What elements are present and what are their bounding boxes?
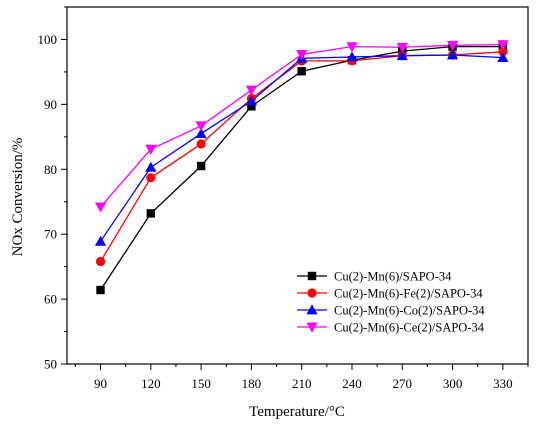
legend-marker [307,271,317,281]
data-point-series-4 [145,144,157,155]
series-markers [94,40,509,295]
data-point-series-4 [195,121,207,132]
series-lines [99,44,503,291]
axes: 90 120 150 180 210 240 270 300 330 50 60 70 80 90 100 [38,6,529,391]
series-line-2 [99,51,503,262]
data-point-series-4 [245,85,257,96]
series-line-1 [99,45,503,291]
data-point-series-3 [94,235,107,246]
plot-frame [66,6,529,365]
data-point-series-3 [145,161,157,172]
data-point-series-3 [446,49,459,60]
y-tick-label: 90 [44,97,57,112]
data-point-series-3 [346,51,358,62]
y-tick-label: 80 [44,162,57,177]
legend-marker [307,288,317,298]
y-tick-label: 50 [44,357,57,372]
x-tick-label: 240 [342,376,362,391]
data-point-series-2 [498,47,508,57]
y-tick-label: 100 [38,32,58,47]
x-tick-label: 270 [393,376,413,391]
data-point-series-4 [346,42,358,53]
y-axis-title: NOx Conversion/% [10,138,26,257]
data-point-series-2 [196,139,206,149]
x-tick-label: 180 [242,376,262,391]
x-tick-label: 150 [191,376,211,391]
data-point-series-4 [94,202,107,213]
x-tick-label: 300 [443,376,463,391]
data-point-series-3 [497,52,509,63]
data-point-series-4 [497,40,509,51]
legend-marker [306,322,318,333]
x-tick-label: 90 [94,376,107,391]
data-point-series-3 [245,95,257,106]
legend: Cu(2)-Mn(6)/SAPO-34 Cu(2)-Mn(6)-Fe(2)/SAP… [297,270,485,335]
legend-label: Cu(2)-Mn(6)-Fe(2)/SAPO-34 [334,287,483,301]
x-tick-label: 330 [493,376,513,391]
data-point-series-1 [96,285,105,295]
data-point-series-1 [247,102,256,111]
data-point-series-1 [146,209,156,218]
legend-label: Cu(2)-Mn(6)-Ce(2)/SAPO-34 [334,321,485,335]
data-point-series-3 [396,50,408,61]
x-axis-title: Temperature/°C [249,404,345,420]
x-tick-label: 120 [141,376,161,391]
data-point-series-2 [146,173,156,183]
data-point-series-1 [196,161,206,171]
y-tick-label: 70 [44,227,57,242]
data-point-series-1 [297,67,306,76]
data-point-series-4 [446,40,459,51]
y-tick-label: 60 [44,292,57,307]
series-line-3 [99,54,503,242]
data-point-series-4 [296,49,308,60]
data-point-series-2 [95,256,106,267]
legend-label: Cu(2)-Mn(6)-Co(2)/SAPO-34 [334,304,485,318]
legend-label: Cu(2)-Mn(6)/SAPO-34 [334,270,452,284]
legend-marker [306,304,318,315]
x-tick-label: 210 [292,376,312,391]
data-point-series-4 [396,42,408,53]
data-point-series-3 [195,127,207,138]
